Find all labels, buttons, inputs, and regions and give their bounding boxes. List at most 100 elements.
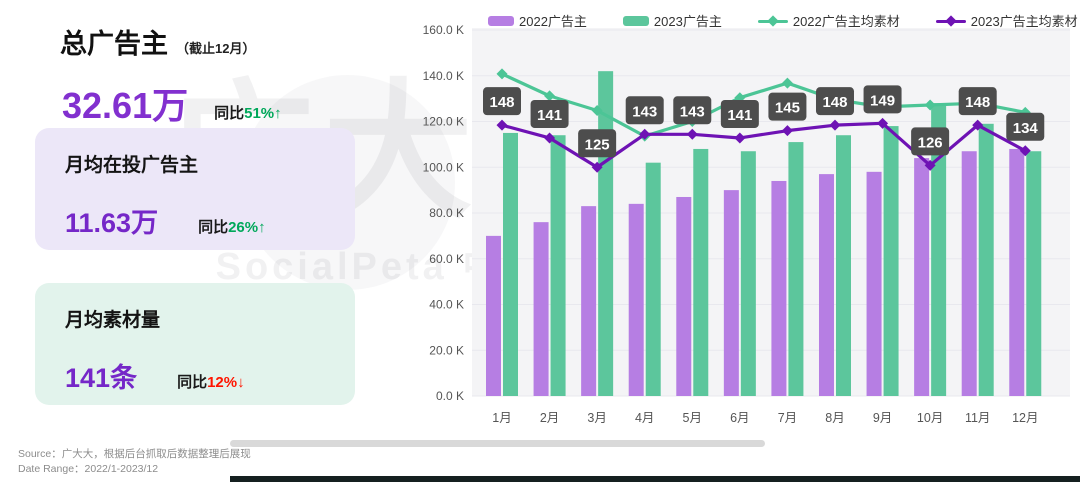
combo-chart: 0.0 K 20.0 K 40.0 K 60.0 K 80.0 K 100.0 K 120.…	[423, 23, 1070, 425]
total-advertisers-yoy: 同比51%↑	[214, 102, 282, 123]
data-label: 134	[1013, 120, 1039, 137]
bar-2023广告主-7月	[788, 142, 804, 396]
data-label-box	[673, 96, 712, 125]
data-label-box	[958, 87, 997, 116]
bar-2023广告主-8月	[835, 135, 851, 396]
marker-2022广告主均素材-10月	[924, 99, 936, 111]
y-axis-tick: 140.0 K	[423, 69, 464, 83]
legend-line-swatch	[935, 14, 966, 27]
y-axis-tick: 100.0 K	[423, 160, 464, 174]
marker-2022广告主均素材-3月	[591, 105, 603, 117]
marker-2023广告主均素材-7月	[781, 125, 793, 137]
bottom-accent-bar	[230, 476, 1080, 482]
bar-2022广告主-6月	[723, 190, 739, 396]
y-axis-tick: 0.0 K	[436, 389, 464, 403]
legend-item-2023广告主[interactable]: 2023广告主	[622, 11, 722, 30]
bar-2023广告主-3月	[598, 71, 614, 397]
bar-2022广告主-4月	[628, 203, 644, 396]
yoy-label: 同比	[177, 374, 208, 391]
bar-2022广告主-12月	[1009, 148, 1025, 396]
legend-label: 2023广告主	[653, 14, 722, 29]
legend-bar-swatch	[488, 15, 514, 26]
card-monthly-advertisers-value-row: 11.63万 同比26%↑	[65, 201, 355, 240]
legend-label: 2023广告主均素材	[970, 14, 1078, 29]
card-monthly-creatives-value-row: 141条 同比12%↓	[65, 356, 355, 395]
marker-2023广告主均素材-3月	[591, 161, 603, 173]
yoy-label: 同比	[198, 219, 229, 236]
data-label: 145	[775, 100, 800, 117]
total-advertisers-value-row: 32.61万 同比51%↑	[62, 77, 400, 129]
data-label: 149	[870, 92, 895, 109]
data-label: 148	[965, 94, 990, 111]
total-advertisers-value: 32.61万	[62, 85, 189, 126]
card-monthly-advertisers-yoy: 同比26%↑	[198, 216, 266, 237]
legend-label: 2022广告主均素材	[792, 14, 900, 29]
data-label-box	[815, 87, 854, 116]
x-axis-tick: 9月	[873, 411, 892, 425]
data-label: 125	[585, 136, 610, 153]
bar-2023广告主-6月	[740, 151, 756, 396]
data-label-box	[483, 87, 521, 116]
marker-2022广告主均素材-2月	[544, 90, 556, 102]
marker-2023广告主均素材-9月	[877, 117, 889, 129]
data-label-box	[530, 99, 569, 128]
x-axis-tick: 11月	[965, 411, 990, 425]
page-title-note: （截止12月）	[176, 41, 256, 56]
y-axis-tick: 80.0 K	[429, 206, 464, 220]
data-label-box	[768, 92, 807, 121]
footer-source: Source：广大大，根据后台抓取后数据整理后展现	[18, 448, 251, 460]
chart-legend: 2022广告主 2023广告主 2022广告主均素材 2023广告主均素材	[488, 11, 1078, 30]
bar-2023广告主-11月	[978, 123, 994, 396]
legend-item-2022广告主[interactable]: 2022广告主	[488, 11, 587, 30]
yoy-change-down: 12%↓	[207, 374, 245, 391]
data-label: 148	[822, 94, 847, 111]
card-monthly-advertisers: 月均在投广告主 11.63万 同比26%↑	[35, 128, 355, 250]
marker-2023广告主均素材-8月	[829, 119, 841, 131]
x-axis-tick: 4月	[635, 411, 654, 425]
marker-2023广告主均素材-10月	[924, 159, 936, 171]
legend-item-2023广告主均素材[interactable]: 2023广告主均素材	[935, 11, 1078, 30]
bar-2022广告主-8月	[818, 174, 834, 396]
y-axis-tick: 160.0 K	[423, 23, 464, 37]
data-label: 148	[489, 94, 514, 111]
legend-item-2022广告主均素材[interactable]: 2022广告主均素材	[757, 11, 900, 30]
marker-2023广告主均素材-1月	[496, 119, 508, 131]
data-label: 143	[680, 103, 705, 120]
card-monthly-advertisers-title: 月均在投广告主	[65, 155, 199, 176]
card-monthly-creatives: 月均素材量 141条 同比12%↓	[35, 283, 355, 405]
y-axis-tick: 20.0 K	[429, 343, 464, 357]
marker-2022广告主均素材-7月	[781, 77, 793, 89]
yoy-change-up: 26%↑	[228, 219, 266, 236]
total-advertisers-header: 总广告主 （截止12月）	[60, 22, 400, 61]
x-axis-tick: 6月	[730, 411, 749, 425]
bar-2023广告主-4月	[645, 162, 661, 396]
bar-2022广告主-11月	[961, 151, 977, 396]
bar-2023广告主-5月	[693, 148, 709, 396]
marker-2023广告主均素材-6月	[734, 132, 746, 144]
data-label-box	[625, 96, 664, 125]
x-axis-tick: 12月	[1012, 411, 1038, 425]
divider-band	[230, 440, 765, 447]
bar-2023广告主-1月	[503, 132, 518, 396]
data-label: 126	[918, 134, 943, 151]
data-label-box	[578, 129, 617, 158]
marker-2022广告主均素材-1月	[496, 68, 508, 80]
page-title: 总广告主	[60, 29, 168, 59]
bar-2023广告主-2月	[550, 135, 566, 396]
x-axis-tick: 2月	[540, 411, 559, 425]
data-label-box	[720, 99, 759, 128]
data-label-box	[911, 127, 950, 156]
bar-2023广告主-10月	[931, 103, 947, 396]
footer-date-range: Date Range：2022/1-2023/12	[18, 463, 159, 476]
marker-2023广告主均素材-12月	[1019, 145, 1031, 157]
bar-2023广告主-12月	[1026, 151, 1042, 396]
y-axis-tick: 60.0 K	[429, 252, 464, 266]
data-label: 141	[537, 107, 562, 124]
bar-2022广告主-5月	[676, 196, 692, 396]
bar-2022广告主-3月	[581, 206, 597, 396]
x-axis-tick: 10月	[917, 411, 943, 425]
line-2022广告主均素材	[501, 72, 1026, 138]
legend-bar-swatch	[622, 15, 649, 26]
chart-area: 2022广告主 2023广告主 2022广告主均素材 2023广告主均素材 0.0 K…	[410, 0, 1080, 450]
y-axis-tick: 120.0 K	[423, 115, 464, 129]
